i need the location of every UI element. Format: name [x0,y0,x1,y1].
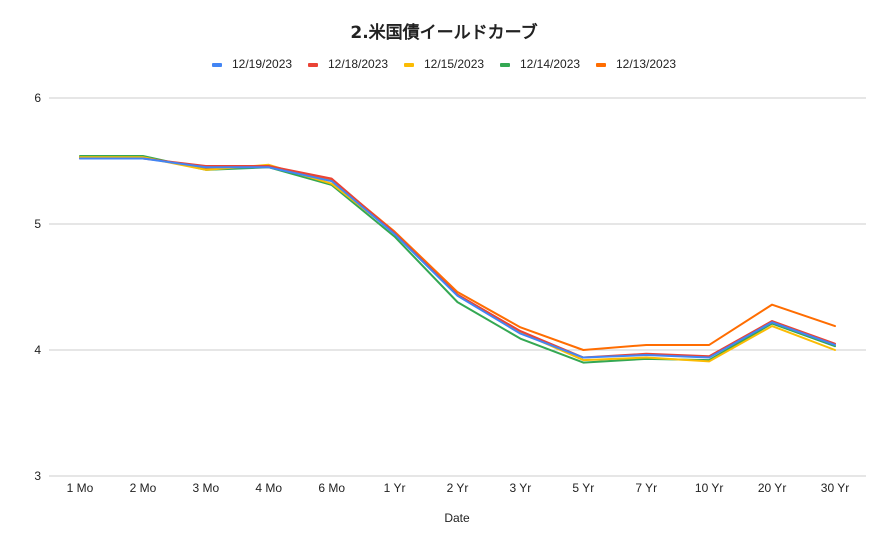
y-tick-label: 4 [34,343,41,357]
x-tick-label: 7 Yr [635,481,657,495]
legend-swatch [212,63,222,67]
x-tick-label: 20 Yr [758,481,786,495]
y-tick-label: 6 [34,91,41,105]
legend-swatch [500,63,510,67]
legend-swatch [308,63,318,67]
legend-label: 12/18/2023 [328,57,388,71]
series-line-12-15-2023 [79,156,836,363]
x-tick-label: 10 Yr [695,481,723,495]
x-axis: 1 Mo 2 Mo 3 Mo 4 Mo 6 Mo 1 Yr 2 Yr 3 Yr 5 Yr 7 Yr… [67,481,850,495]
x-tick-label: 6 Mo [318,481,345,495]
x-tick-label: 1 Mo [67,481,94,495]
x-tick-label: 5 Yr [572,481,594,495]
legend-label: 12/19/2023 [232,57,292,71]
x-axis-title: Date [444,511,470,525]
legend-swatch [404,63,414,67]
x-tick-label: 30 Yr [821,481,849,495]
x-tick-label: 3 Mo [192,481,219,495]
legend-label: 12/15/2023 [424,57,484,71]
chart-title: 2.米国債イールドカーブ [350,22,537,43]
x-tick-label: 2 Yr [447,481,469,495]
series-line-12-18-2023 [79,157,836,359]
gridlines [49,97,866,477]
y-tick-label: 3 [34,469,41,483]
legend-item[interactable]: 12/14/2023 [500,57,580,71]
x-tick-label: 2 Mo [130,481,157,495]
legend-item[interactable]: 12/18/2023 [308,57,388,71]
y-axis: 3 4 5 6 [34,91,41,483]
legend-item[interactable]: 12/15/2023 [404,57,484,71]
series-line-12-14-2023 [79,154,836,364]
legend-label: 12/14/2023 [520,57,580,71]
x-tick-label: 1 Yr [384,481,406,495]
legend-item[interactable]: 12/13/2023 [596,57,676,71]
series-line-12-13-2023 [79,156,836,351]
y-tick-label: 5 [34,217,41,231]
legend-item[interactable]: 12/19/2023 [212,57,292,71]
x-tick-label: 3 Yr [510,481,532,495]
series-lines [79,154,836,364]
legend: 12/19/2023 12/18/2023 12/15/2023 12/14/2023… [212,57,676,71]
legend-label: 12/13/2023 [616,57,676,71]
x-tick-label: 4 Mo [255,481,282,495]
series-line-12-19-2023 [79,157,836,359]
legend-swatch [596,63,606,67]
